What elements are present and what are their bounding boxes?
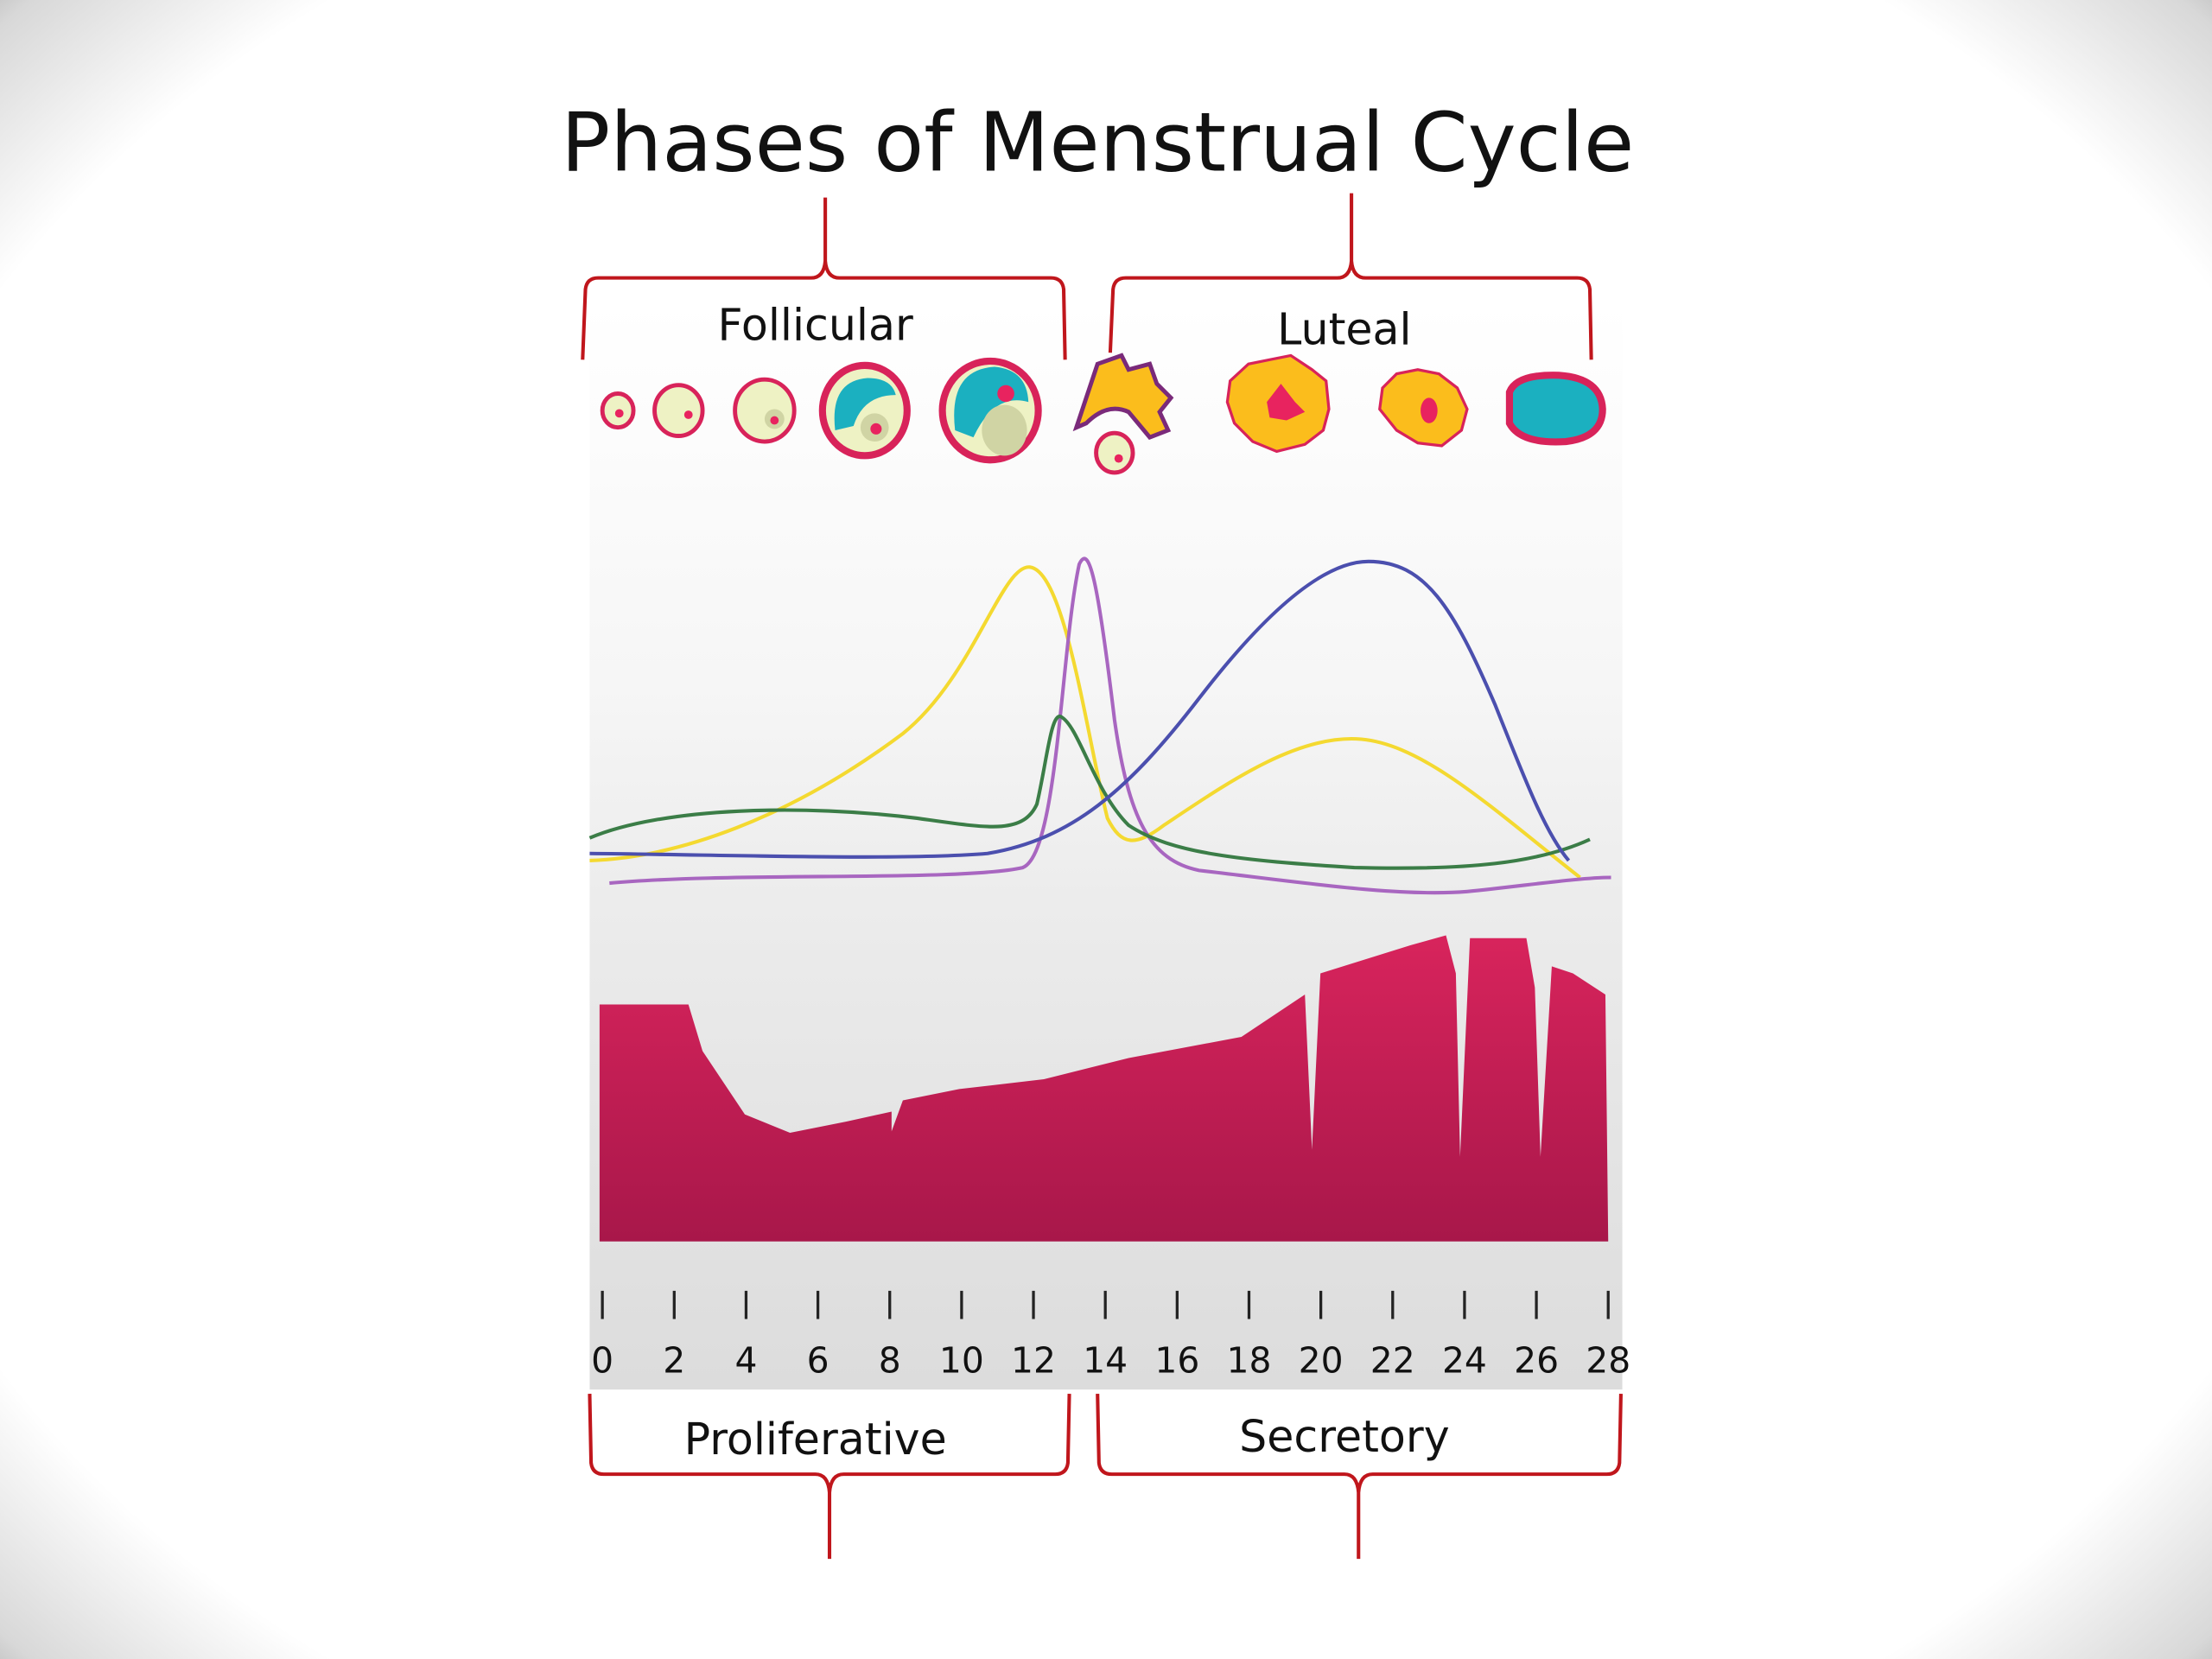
phase-label-proliferative: Proliferative: [684, 1414, 947, 1465]
day-axis: 0 2 4 6 8 10 12 14 16 18 20 22 24 26 28: [591, 1290, 1630, 1382]
follicle-icon: [938, 357, 1042, 464]
axis-tick-label: 8: [879, 1340, 901, 1382]
axis-tick-label: 6: [807, 1340, 830, 1382]
axis-tick-label: 18: [1227, 1340, 1272, 1382]
axis-tick-label: 14: [1083, 1340, 1128, 1382]
page-title: Phases of Menstrual Cycle: [561, 96, 1634, 191]
phase-label-luteal: Luteal: [1277, 303, 1411, 354]
follicular-brace: [581, 197, 1067, 360]
curve-green: [588, 715, 1591, 870]
corpus-luteum-icon: [1378, 368, 1469, 448]
axis-tick-label: 26: [1514, 1340, 1559, 1382]
axis-tick-label: 24: [1442, 1340, 1487, 1382]
axis-tick-label: 28: [1586, 1340, 1630, 1382]
hormone-curves: [588, 556, 1611, 895]
proliferative-brace: [588, 1394, 1071, 1560]
corpus-luteum-icon: [1225, 353, 1331, 454]
luteal-brace: [1108, 193, 1593, 360]
axis-tick-label: 20: [1299, 1340, 1344, 1382]
axis-tick-label: 2: [663, 1340, 685, 1382]
axis-tick-label: 12: [1011, 1340, 1056, 1382]
phase-label-follicular: Follicular: [718, 299, 913, 350]
curve-blue: [589, 559, 1571, 862]
phase-label-secretory: Secretory: [1239, 1411, 1449, 1462]
follicle-icon: [652, 383, 705, 438]
axis-tick-label: 4: [734, 1340, 757, 1382]
curve-purple: [609, 556, 1611, 895]
corpus-albicans-icon: [1505, 372, 1606, 446]
endometrium-lining: [599, 935, 1609, 1242]
ovarian-braces: [581, 193, 1623, 1560]
axis-tick-label: 22: [1370, 1340, 1415, 1382]
follicle-icon: [600, 391, 636, 430]
axis-tick-label: 16: [1154, 1340, 1199, 1382]
ovulation-icon: [1072, 353, 1174, 475]
follicle-icons: [600, 353, 1606, 475]
follicle-icon: [733, 377, 797, 444]
axis-tick-label: 0: [591, 1340, 613, 1382]
curve-yellow: [589, 565, 1581, 880]
follicle-icon: [818, 361, 911, 460]
axis-tick-label: 10: [939, 1340, 984, 1382]
secretory-brace: [1096, 1394, 1623, 1560]
